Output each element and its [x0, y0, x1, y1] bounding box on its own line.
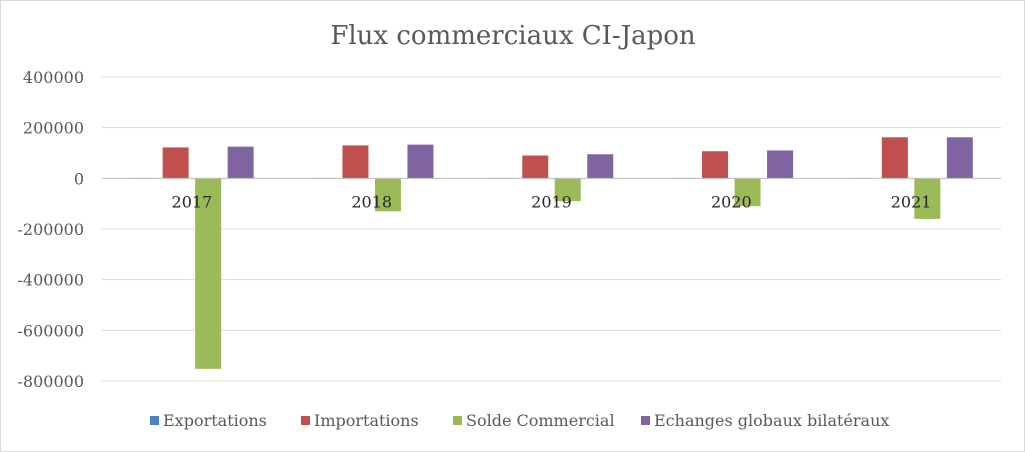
legend-swatch [150, 416, 159, 425]
bar-solde-commercial-2021 [914, 178, 941, 219]
bar-echanges-globaux-bilat-raux-2020 [767, 150, 794, 179]
bar-importations-2017 [162, 147, 189, 179]
x-axis-tick-labels: 2017 2018 2019 2020 2021 [172, 192, 932, 211]
y-tick-label: -800000 [18, 372, 84, 391]
bar-importations-2020 [702, 151, 729, 179]
y-tick-label: 400000 [23, 68, 84, 87]
legend-label: Solde Commercial [466, 411, 615, 430]
x-tick-label: 2020 [711, 192, 752, 211]
y-tick-label: 0 [74, 169, 84, 188]
legend-label: Exportations [163, 411, 267, 430]
legend-label: Importations [314, 411, 419, 430]
y-tick-label: -200000 [18, 220, 84, 239]
legend: Exportations Importations Solde Commercial… [150, 411, 889, 430]
legend-swatch [641, 416, 650, 425]
x-tick-label: 2018 [351, 192, 392, 211]
bar-echanges-globaux-bilat-raux-2019 [587, 154, 614, 179]
y-axis-tick-labels: 400000 200000 0 -200000 -400000 -600000 -80000… [18, 68, 84, 391]
bar-importations-2018 [342, 145, 369, 179]
bar-importations-2021 [881, 137, 908, 179]
bar-solde-commercial-2017 [195, 178, 222, 369]
legend-swatch [453, 416, 462, 425]
legend-label: Echanges globaux bilatéraux [654, 411, 889, 430]
x-tick-label: 2021 [891, 192, 932, 211]
bar-solde-commercial-2020 [734, 178, 761, 207]
gridlines [102, 76, 1001, 382]
bar-echanges-globaux-bilat-raux-2018 [407, 144, 434, 179]
y-tick-label: 200000 [23, 119, 84, 138]
bar-echanges-globaux-bilat-raux-2017 [227, 146, 254, 179]
bar-solde-commercial-2018 [374, 178, 401, 212]
y-tick-label: -400000 [18, 271, 84, 290]
bar-echanges-globaux-bilat-raux-2021 [946, 137, 973, 179]
legend-swatch [301, 416, 310, 425]
x-tick-label: 2019 [531, 192, 572, 211]
bars [130, 137, 973, 369]
bar-importations-2019 [522, 155, 549, 179]
x-tick-label: 2017 [172, 192, 213, 211]
y-tick-label: -600000 [18, 321, 84, 340]
bar-solde-commercial-2019 [554, 178, 581, 202]
chart-title: Flux commerciaux CI-Japon [330, 21, 696, 51]
